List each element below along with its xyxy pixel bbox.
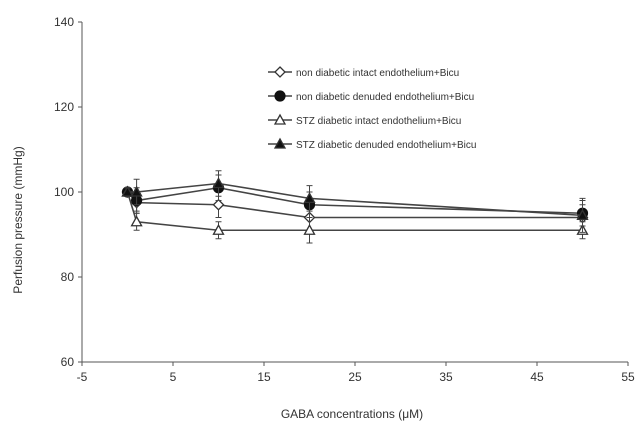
y-tick-label: 120 (54, 100, 74, 114)
x-tick-label: 5 (170, 370, 177, 384)
y-tick-label: 80 (61, 270, 75, 284)
legend: non diabetic intact endothelium+Bicu non … (268, 66, 476, 151)
x-tick-label: 45 (530, 370, 544, 384)
data-point (576, 209, 589, 221)
legend-marker (273, 113, 287, 125)
x-tick-label: -5 (77, 370, 88, 384)
y-ticks: 60 80 100 120 140 (54, 15, 82, 369)
series-1 (121, 186, 589, 231)
legend-marker (274, 90, 286, 102)
series-4 (121, 170, 589, 233)
x-axis-title: GABA concentrations (μM) (281, 407, 423, 421)
legend-item-3: STZ diabetic intact endothelium+Bicu (268, 113, 461, 127)
data-point (121, 185, 134, 197)
data-point (303, 192, 316, 204)
series-3 (121, 185, 589, 244)
y-tick-label: 60 (61, 355, 75, 369)
y-tick-label: 100 (54, 185, 74, 199)
y-tick-label: 140 (54, 15, 74, 29)
data-point (130, 215, 143, 227)
data-point (212, 177, 225, 189)
legend-label: non diabetic intact endothelium+Bicu (296, 68, 459, 79)
data-point (212, 198, 225, 211)
series-line (126, 191, 583, 219)
legend-label: STZ diabetic intact endothelium+Bicu (296, 116, 461, 127)
legend-item-2: non diabetic denuded endothelium+Bicu (268, 90, 474, 103)
data-point (303, 223, 316, 235)
legend-marker (274, 66, 286, 78)
x-ticks: -5 5 15 25 35 45 55 (77, 362, 635, 384)
data-point (130, 185, 143, 197)
series-layer (121, 170, 589, 244)
series-line (127, 182, 583, 217)
y-axis-title: Perfusion pressure (mmHg) (11, 146, 25, 293)
legend-item-4: STZ diabetic denuded endothelium+Bicu (268, 137, 476, 151)
x-tick-label: 35 (439, 370, 453, 384)
legend-label: STZ diabetic denuded endothelium+Bicu (296, 140, 476, 151)
x-tick-label: 25 (348, 370, 362, 384)
x-tick-label: 55 (621, 370, 635, 384)
legend-item-1: non diabetic intact endothelium+Bicu (268, 66, 459, 79)
legend-label: non diabetic denuded endothelium+Bicu (296, 92, 474, 103)
legend-marker (273, 137, 287, 149)
data-point (212, 223, 225, 235)
x-tick-label: 15 (257, 370, 271, 384)
